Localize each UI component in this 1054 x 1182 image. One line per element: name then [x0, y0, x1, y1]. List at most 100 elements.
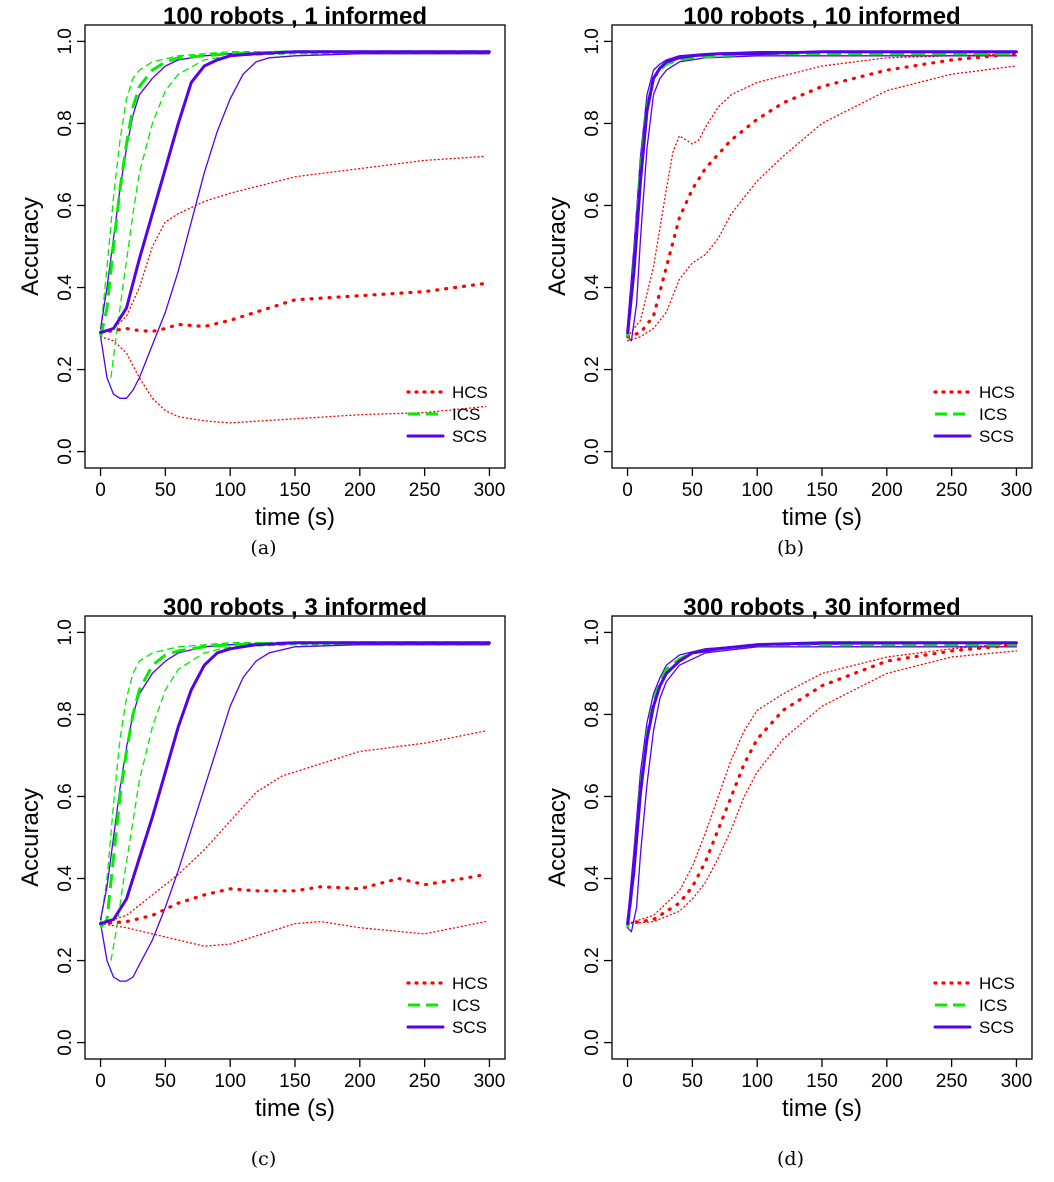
series-line-scs-lower: [626, 646, 1018, 933]
caption-b: (b): [777, 537, 804, 559]
legend: HCS ICS SCS: [406, 974, 488, 1037]
x-tick-label: 100: [741, 1071, 773, 1092]
y-axis-label: Accuracy: [544, 197, 571, 296]
x-tick-label: 50: [155, 480, 176, 501]
y-axis-label: Accuracy: [17, 788, 44, 887]
y-tick-label: 0.4: [55, 274, 76, 301]
series-line-scs-mean: [99, 641, 491, 926]
legend-label-hcs: HCS: [979, 974, 1015, 993]
x-tick-label: 0: [622, 480, 633, 501]
y-tick-label: 0.0: [55, 438, 76, 464]
x-tick-label: 0: [95, 1071, 106, 1092]
x-tick-label: 150: [806, 1071, 838, 1092]
legend-label-scs: SCS: [979, 427, 1014, 446]
series-line-scs-lower: [99, 644, 491, 982]
series-line-hcs-mean: [626, 52, 1018, 339]
y-tick-label: 1.0: [582, 619, 603, 645]
x-tick-label: 100: [741, 480, 773, 501]
plot-frame: [611, 615, 1033, 1060]
plot-frame: [611, 24, 1033, 469]
series-line-ics-upper: [99, 51, 490, 333]
y-tick-label: 0.0: [582, 1029, 603, 1055]
y-tick-label: 0.8: [55, 110, 76, 136]
chart-svg-b: 100 robots , 10 informed 0 50 100 150 200 250 3…: [544, 3, 1033, 531]
y-tick-label: 0.8: [582, 701, 603, 727]
chart-title: 100 robots , 10 informed: [683, 3, 960, 30]
x-tick-label: 250: [936, 480, 968, 501]
series-line-hcs-upper: [626, 53, 1018, 338]
x-tick-label: 300: [474, 480, 506, 501]
chart-title: 300 robots , 3 informed: [163, 594, 427, 621]
series-line-hcs-mean: [99, 872, 488, 926]
y-tick-label: 1.0: [55, 619, 76, 645]
chart-panel-b: 100 robots , 10 informed 0 50 100 150 200 250 3…: [527, 0, 1054, 591]
series-line-hcs-lower: [99, 920, 487, 947]
x-tick-label: 50: [682, 1071, 703, 1092]
x-axis-label: time (s): [255, 504, 335, 531]
series-line-ics-upper: [99, 642, 490, 924]
x-axis-label: time (s): [782, 1095, 862, 1122]
y-tick-label: 1.0: [55, 28, 76, 54]
legend-label-scs: SCS: [979, 1018, 1014, 1037]
x-tick-label: 200: [871, 480, 903, 501]
chart-panel-a: 100 robots , 1 informed 0 50 100 150 200 250 30…: [0, 0, 527, 591]
series-line-scs-upper: [626, 51, 1018, 326]
y-tick-label: 0.8: [582, 110, 603, 136]
chart-svg-a: 100 robots , 1 informed 0 50 100 150 200 250 30…: [17, 3, 506, 531]
caption-c: (c): [250, 1148, 277, 1170]
x-tick-label: 200: [871, 1071, 903, 1092]
series-group: [99, 50, 491, 424]
x-tick-label: 0: [95, 480, 106, 501]
y-tick-label: 1.0: [582, 28, 603, 54]
y-tick-label: 0.6: [55, 192, 76, 218]
x-tick-label: 200: [344, 1071, 376, 1092]
y-tick-label: 0.2: [582, 947, 603, 973]
series-line-ics-lower: [110, 53, 490, 378]
series-line-hcs-mean: [99, 281, 488, 335]
series-line-hcs-lower: [626, 65, 1018, 342]
chart-svg-d: 300 robots , 30 informed 0 50 100 150 200 250 3…: [544, 594, 1033, 1122]
x-tick-label: 300: [1001, 480, 1033, 501]
legend-label-ics: ICS: [452, 405, 480, 424]
x-axis-label: time (s): [782, 504, 862, 531]
y-tick-label: 0.8: [55, 701, 76, 727]
legend-label-ics: ICS: [979, 996, 1007, 1015]
y-tick-label: 0.4: [582, 865, 603, 892]
plot-frame: [84, 24, 506, 469]
series-line-hcs-lower: [99, 336, 487, 424]
series-line-scs-mean: [626, 50, 1018, 335]
series-line-ics-mean: [99, 641, 490, 929]
legend: HCS ICS SCS: [406, 383, 488, 446]
x-tick-label: 250: [409, 480, 441, 501]
series-group: [99, 641, 491, 982]
series-line-hcs-upper: [99, 730, 487, 925]
legend-label-hcs: HCS: [452, 383, 488, 402]
caption-d: (d): [777, 1148, 804, 1170]
x-tick-label: 150: [279, 1071, 311, 1092]
chart-panel-c: 300 robots , 3 informed 0 50 100 150 200 250 30…: [0, 591, 527, 1182]
series-line-scs-upper: [99, 642, 491, 921]
y-tick-label: 0.4: [55, 865, 76, 892]
series-line-scs-lower: [99, 53, 491, 399]
x-tick-label: 300: [474, 1071, 506, 1092]
y-axis-label: Accuracy: [544, 788, 571, 887]
x-tick-label: 100: [214, 480, 246, 501]
legend-label-scs: SCS: [452, 427, 487, 446]
x-tick-label: 50: [155, 1071, 176, 1092]
x-tick-label: 250: [936, 1071, 968, 1092]
chart-title: 100 robots , 1 informed: [163, 3, 427, 30]
series-line-hcs-mean: [626, 643, 1018, 926]
series-line-scs-lower: [626, 55, 1018, 342]
x-tick-label: 150: [806, 480, 838, 501]
series-line-ics-lower: [110, 644, 490, 961]
x-tick-label: 50: [682, 480, 703, 501]
legend-label-hcs: HCS: [979, 383, 1015, 402]
legend-label-ics: ICS: [979, 405, 1007, 424]
chart-svg-c: 300 robots , 3 informed 0 50 100 150 200 250 30…: [17, 594, 506, 1122]
y-tick-label: 0.2: [55, 947, 76, 973]
y-tick-label: 0.6: [582, 783, 603, 809]
series-group: [626, 50, 1018, 342]
y-axis-label: Accuracy: [17, 197, 44, 296]
y-tick-label: 0.6: [55, 783, 76, 809]
series-line-hcs-upper: [99, 155, 487, 334]
